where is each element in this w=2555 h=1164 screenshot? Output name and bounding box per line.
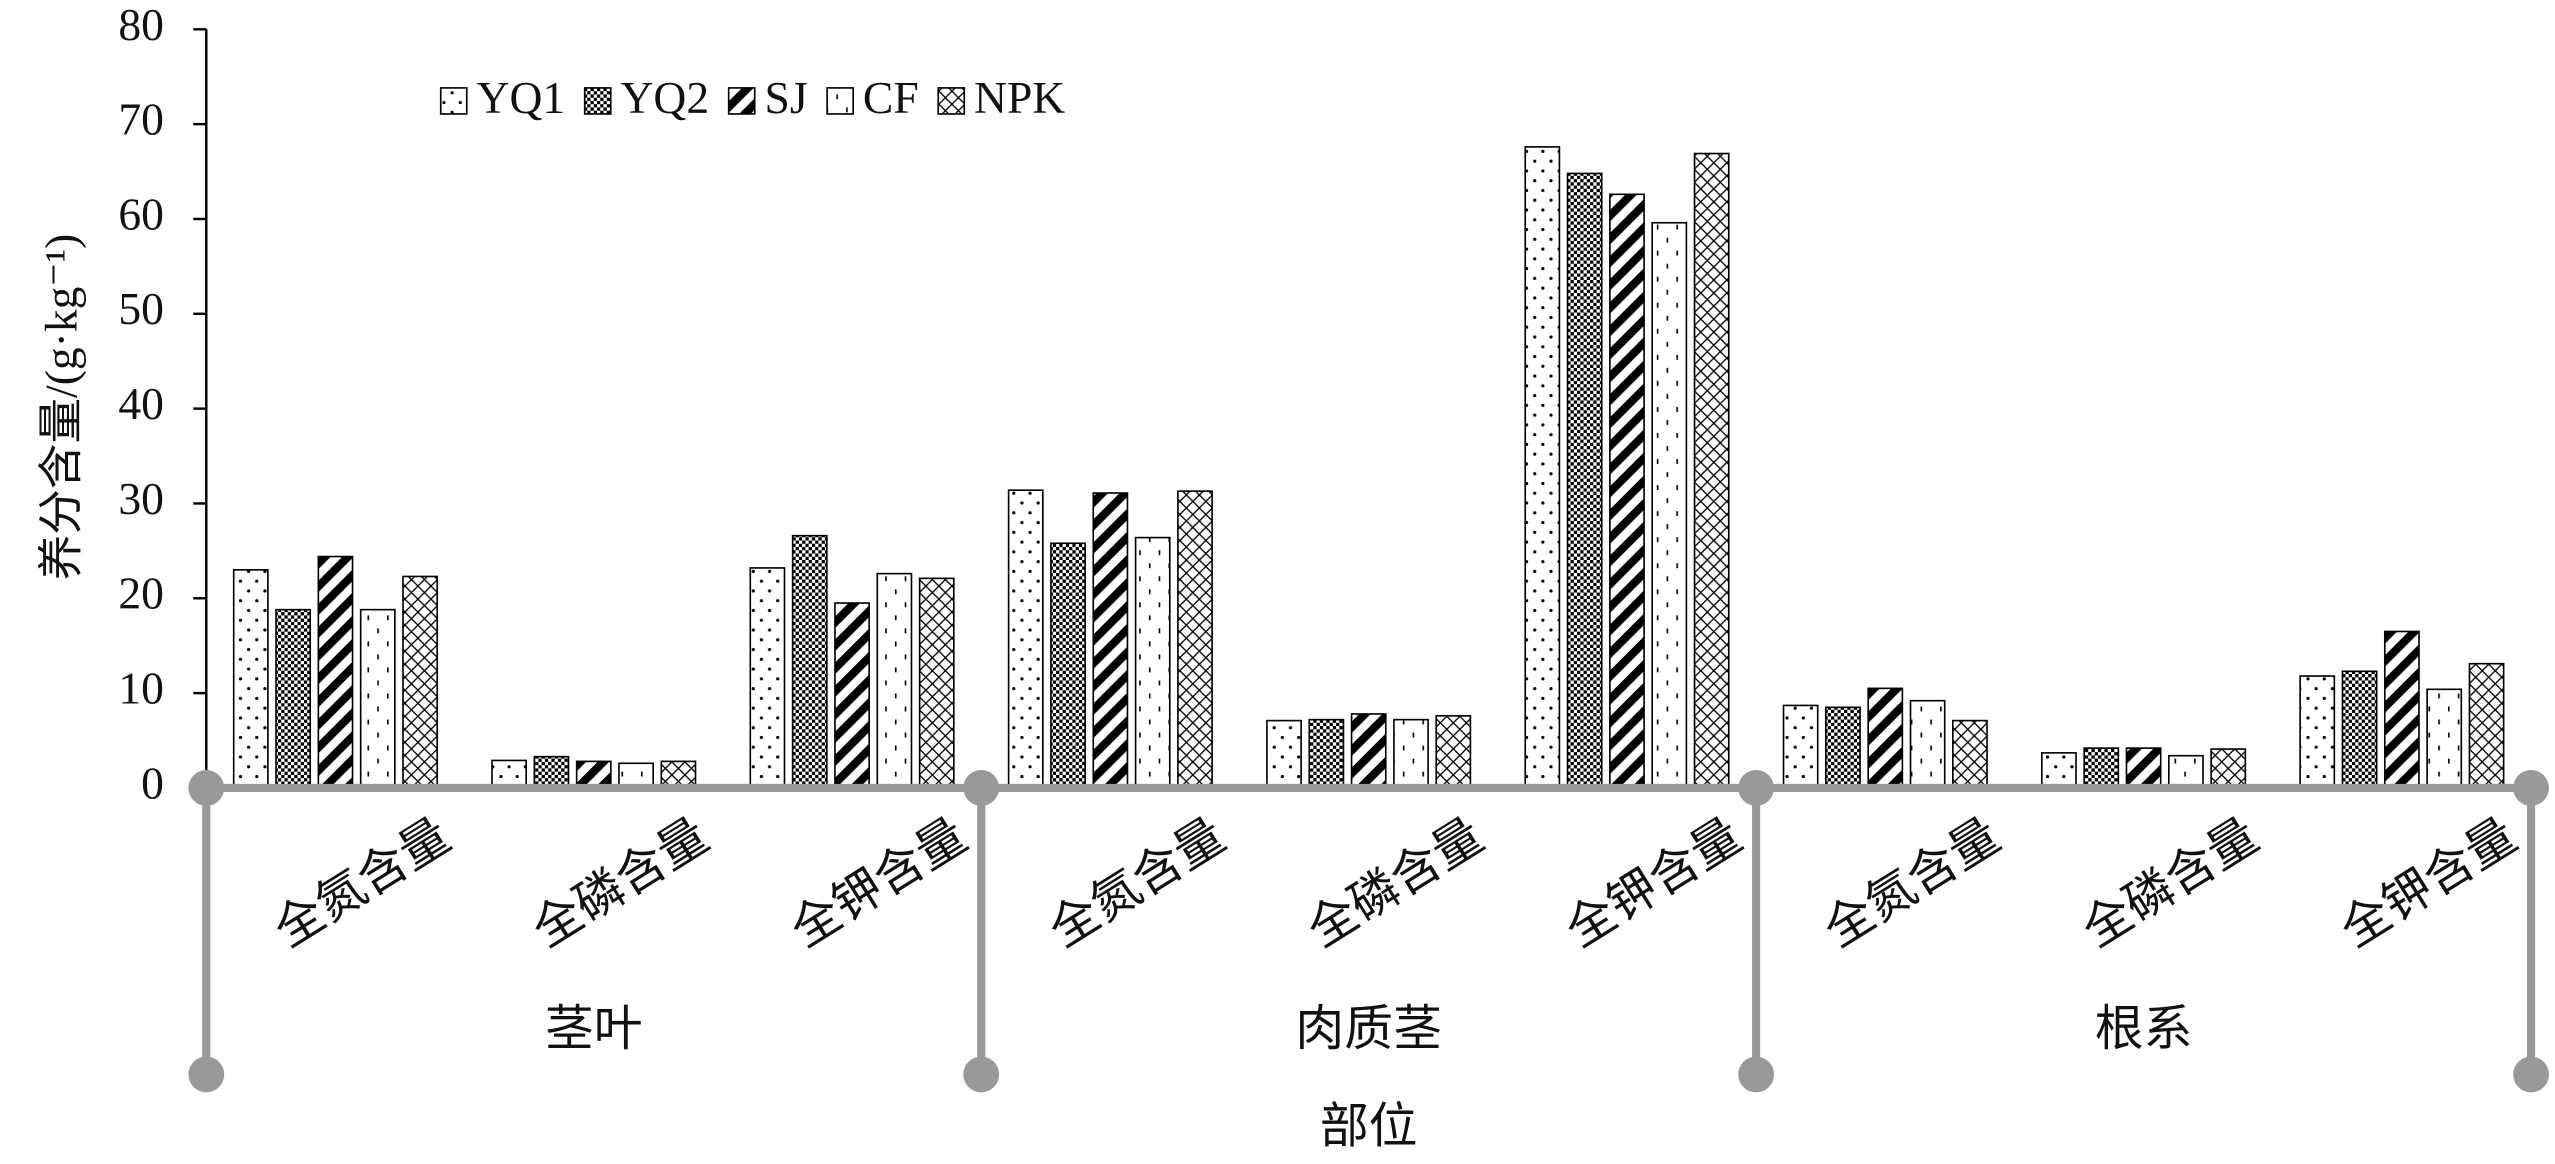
bar (2210, 748, 2247, 789)
y-tick-label: 0 (141, 757, 164, 808)
bar (275, 608, 312, 789)
bar (2083, 747, 2120, 789)
legend-label: CF (863, 72, 919, 123)
bar (1308, 718, 1345, 789)
bar (2041, 752, 2077, 789)
legend-swatch (826, 87, 854, 115)
bar (1825, 706, 1861, 789)
legend-swatch (727, 87, 756, 115)
separator-knob (1738, 770, 1775, 806)
group-label: 肉质茎 (1295, 1001, 1441, 1056)
x-tick-label: 全氮含量 (265, 808, 460, 958)
bar (1566, 172, 1603, 789)
separator-knob (188, 770, 225, 806)
x-tick-label: 全磷含量 (523, 808, 718, 958)
bar (1266, 719, 1302, 789)
bar (1609, 193, 1645, 789)
y-tick-label: 40 (118, 378, 164, 429)
bar (2426, 688, 2463, 789)
x-tick-label: 全磷含量 (2073, 808, 2268, 958)
bar (317, 555, 354, 789)
y-axis-label: 养分含量/(g·kg⁻¹) (36, 234, 87, 581)
bar (1393, 718, 1429, 789)
bar (1177, 490, 1213, 789)
x-tick-label: 全磷含量 (1298, 808, 1493, 958)
bar (402, 575, 439, 789)
bar (533, 755, 570, 789)
bar (2125, 747, 2162, 789)
x-tick-label: 全氮含量 (1814, 808, 2009, 958)
legend-swatch (937, 87, 966, 115)
bar (575, 760, 612, 789)
bar (491, 759, 528, 789)
bar (1651, 221, 1688, 789)
bar (1693, 152, 1730, 789)
bar (2299, 675, 2336, 789)
legend-label: SJ (764, 72, 807, 123)
bar (1524, 146, 1561, 789)
bar (1350, 713, 1387, 789)
y-tick-label: 30 (118, 473, 164, 524)
y-tick-label: 50 (118, 283, 164, 334)
separator-knob (963, 1056, 1000, 1093)
separator-knob (2513, 770, 2549, 806)
bar (232, 569, 269, 789)
bar (359, 608, 396, 789)
legend-label: NPK (974, 72, 1065, 123)
legend-swatch (439, 87, 468, 115)
separator-knob (963, 770, 1000, 806)
group-label: 茎叶 (545, 1001, 643, 1056)
bar (1867, 687, 1904, 789)
bar (1134, 536, 1171, 789)
separator-knob (2513, 1056, 2549, 1093)
bar (2468, 662, 2505, 789)
x-tick-label: 全钾含量 (781, 808, 976, 958)
bar (1782, 704, 1819, 789)
bar (618, 762, 654, 789)
legend-swatch (583, 87, 612, 115)
bar (918, 577, 955, 789)
legend-label: YQ1 (477, 72, 566, 123)
bar (876, 572, 913, 789)
bar (749, 567, 786, 789)
bar (2168, 754, 2204, 789)
y-tick-label: 10 (118, 663, 164, 714)
group-label: 根系 (2095, 1001, 2193, 1056)
bar (1050, 542, 1086, 789)
y-tick-label: 20 (118, 568, 164, 619)
separator-knob (1738, 1056, 1775, 1093)
y-tick-label: 80 (118, 0, 164, 50)
bar (2341, 670, 2378, 789)
separator-knob (188, 1056, 225, 1093)
bar (1952, 719, 1988, 789)
bar (1435, 715, 1472, 789)
y-tick-label: 70 (118, 94, 164, 145)
legend-label: YQ2 (621, 72, 710, 123)
bar (1007, 489, 1044, 789)
x-axis-label: 部位 (1320, 1099, 1418, 1154)
bar (1092, 492, 1129, 789)
x-tick-label: 全钾含量 (2331, 808, 2526, 958)
y-tick-label: 60 (118, 188, 164, 239)
x-tick-label: 全钾含量 (1556, 808, 1751, 958)
bar (791, 534, 828, 789)
bar (1909, 699, 1946, 789)
bar (2383, 630, 2420, 789)
bar (834, 602, 870, 789)
x-tick-label: 全氮含量 (1039, 808, 1234, 958)
